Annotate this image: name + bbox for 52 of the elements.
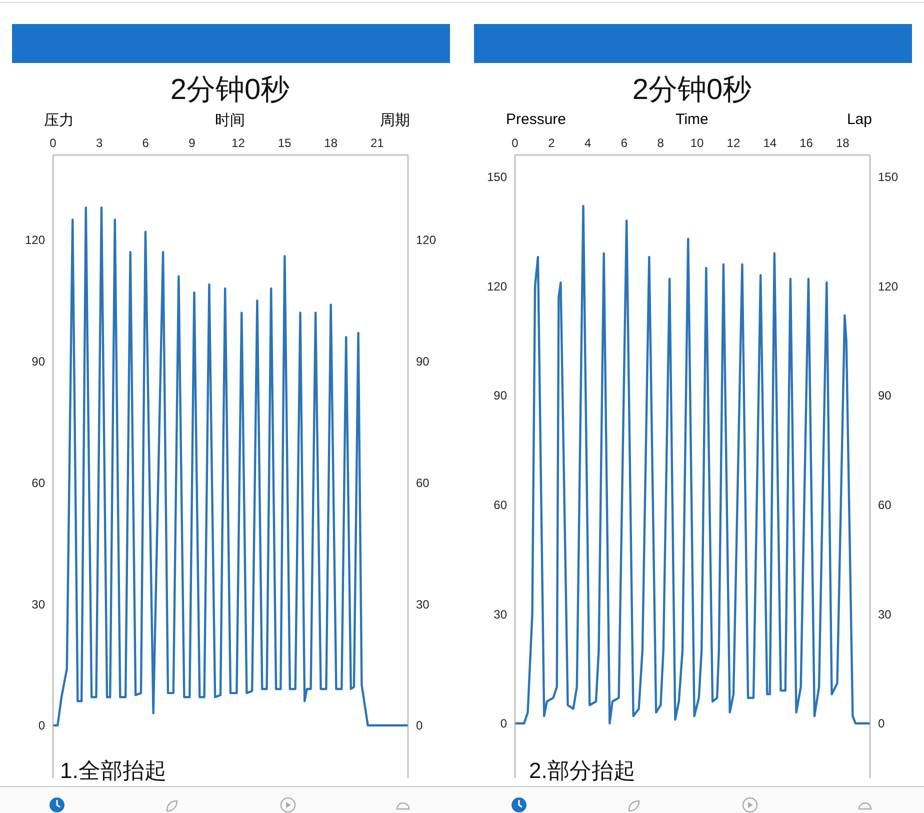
y-tick-label: 0 bbox=[38, 718, 46, 733]
x-tick-label: 14 bbox=[763, 136, 777, 150]
chart-title: 2分钟0秒 bbox=[631, 73, 753, 108]
x-tick-label: 8 bbox=[657, 136, 664, 150]
y2-tick-label: 150 bbox=[878, 170, 898, 184]
x-tick-label: 9 bbox=[188, 136, 196, 150]
y-tick-label: 90 bbox=[494, 388, 508, 403]
y-axis-title: 压力 bbox=[44, 111, 74, 130]
x-tick-label: 12 bbox=[726, 136, 740, 150]
line-series bbox=[53, 206, 408, 727]
y-tick-label: 150 bbox=[486, 170, 508, 184]
y-tick-label: 60 bbox=[494, 498, 508, 512]
line-series bbox=[515, 204, 870, 724]
x-tick-label: 18 bbox=[836, 136, 850, 150]
x-tick-label: 10 bbox=[690, 136, 704, 150]
y-tick-label: 0 bbox=[500, 716, 508, 731]
x-axis-title: 时间 bbox=[215, 112, 245, 129]
x-tick-label: 4 bbox=[584, 136, 592, 150]
y-tick-label: 30 bbox=[32, 597, 46, 612]
y2-tick-label: 30 bbox=[878, 607, 892, 622]
y2-tick-label: 0 bbox=[878, 716, 885, 731]
x-tick-label: 6 bbox=[142, 136, 150, 150]
y-tick-label: 30 bbox=[494, 607, 508, 622]
x-tick-label: 18 bbox=[324, 136, 338, 150]
y2-tick-label: 90 bbox=[416, 354, 430, 369]
y-axis-title: Pressure bbox=[506, 111, 566, 128]
annotation: 1.全部抬起 bbox=[60, 756, 166, 786]
y2-tick-label: 0 bbox=[416, 718, 423, 733]
x-axis-title: Time bbox=[676, 111, 708, 128]
y-tick-label: 90 bbox=[32, 354, 46, 369]
y2-tick-label: 120 bbox=[878, 279, 898, 294]
y2-axis-title: Lap bbox=[846, 111, 872, 128]
y2-tick-label: 90 bbox=[878, 388, 892, 403]
x-tick-label: 12 bbox=[232, 136, 246, 150]
annotation: 2.部分抬起 bbox=[529, 756, 636, 786]
x-tick-label: 3 bbox=[96, 136, 103, 150]
x-tick-label: 15 bbox=[278, 136, 292, 150]
x-tick-label: 0 bbox=[512, 136, 519, 150]
x-tick-label: 21 bbox=[370, 136, 384, 150]
x-tick-label: 6 bbox=[620, 136, 628, 150]
y-tick-label: 120 bbox=[486, 279, 508, 294]
y2-tick-label: 60 bbox=[416, 476, 430, 490]
y2-tick-label: 60 bbox=[878, 498, 892, 512]
y2-axis-title: 周期 bbox=[380, 111, 410, 130]
chart-title: 2分钟0秒 bbox=[169, 73, 291, 108]
x-tick-label: 2 bbox=[548, 136, 556, 150]
x-tick-label: 16 bbox=[800, 136, 814, 150]
x-tick-label: 0 bbox=[50, 136, 57, 150]
y-tick-label: 120 bbox=[24, 233, 46, 248]
y2-tick-label: 120 bbox=[416, 233, 436, 248]
y2-tick-label: 30 bbox=[416, 597, 430, 612]
y-tick-label: 60 bbox=[32, 476, 46, 490]
